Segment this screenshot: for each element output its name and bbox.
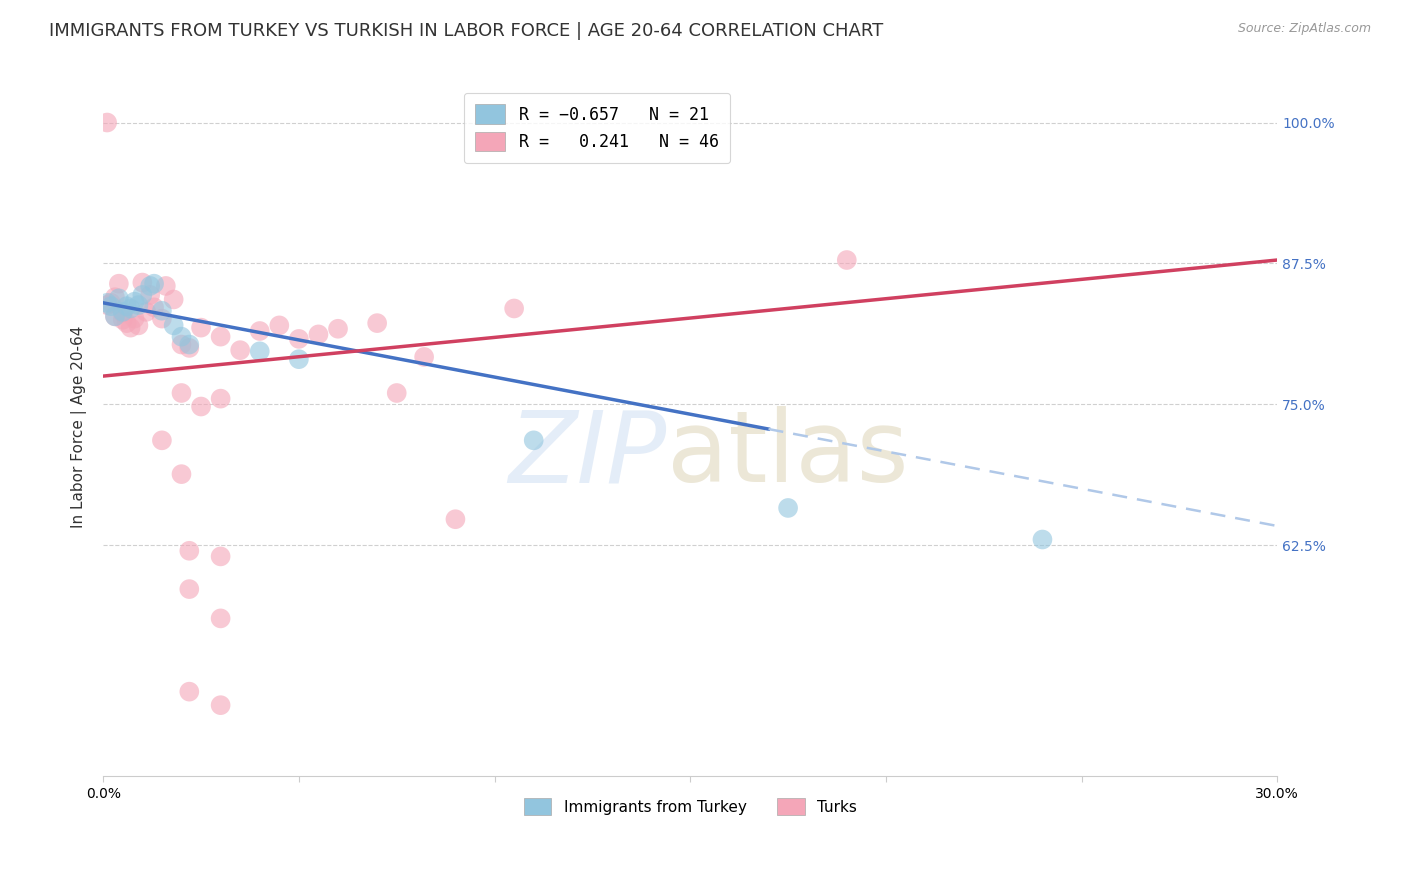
Point: [104, 310, 127, 324]
Point: [96, 115, 118, 129]
Point: [111, 312, 134, 326]
Point: [170, 467, 193, 482]
Point: [96, 296, 118, 310]
Point: [131, 288, 153, 302]
Point: [209, 698, 232, 713]
Point: [523, 434, 546, 448]
Point: [124, 311, 146, 326]
Point: [100, 296, 122, 310]
Text: ZIP: ZIP: [509, 406, 666, 503]
Point: [190, 320, 212, 334]
Point: [326, 322, 349, 336]
Point: [104, 290, 127, 304]
Point: [209, 549, 232, 564]
Point: [115, 316, 138, 330]
Point: [120, 301, 142, 316]
Point: [127, 298, 149, 312]
Point: [179, 582, 201, 596]
Point: [1031, 533, 1053, 547]
Point: [100, 299, 122, 313]
Point: [209, 611, 232, 625]
Point: [307, 327, 329, 342]
Point: [229, 343, 252, 358]
Point: [111, 306, 134, 320]
Point: [179, 341, 201, 355]
Point: [209, 392, 232, 406]
Point: [150, 303, 173, 318]
Point: [288, 352, 311, 367]
Point: [108, 277, 131, 291]
Point: [209, 329, 232, 343]
Point: [115, 299, 138, 313]
Point: [104, 310, 127, 324]
Text: Source: ZipAtlas.com: Source: ZipAtlas.com: [1237, 22, 1371, 36]
Point: [288, 332, 311, 346]
Point: [366, 316, 388, 330]
Point: [143, 277, 166, 291]
Point: [444, 512, 467, 526]
Point: [249, 324, 271, 338]
Point: [179, 543, 201, 558]
Point: [111, 305, 134, 319]
Point: [163, 318, 186, 333]
Point: [108, 291, 131, 305]
Point: [150, 311, 173, 326]
Point: [155, 279, 177, 293]
Point: [139, 288, 162, 302]
Point: [170, 386, 193, 401]
Point: [179, 337, 201, 351]
Point: [150, 434, 173, 448]
Point: [835, 252, 858, 267]
Point: [269, 318, 291, 333]
Point: [385, 386, 408, 401]
Y-axis label: In Labor Force | Age 20-64: In Labor Force | Age 20-64: [72, 326, 87, 528]
Point: [131, 276, 153, 290]
Point: [503, 301, 526, 316]
Point: [96, 298, 118, 312]
Point: [249, 344, 271, 359]
Point: [120, 320, 142, 334]
Point: [170, 329, 193, 343]
Point: [170, 337, 193, 351]
Point: [163, 293, 186, 307]
Point: [190, 400, 212, 414]
Point: [127, 318, 149, 333]
Point: [139, 279, 162, 293]
Text: IMMIGRANTS FROM TURKEY VS TURKISH IN LABOR FORCE | AGE 20-64 CORRELATION CHART: IMMIGRANTS FROM TURKEY VS TURKISH IN LAB…: [49, 22, 883, 40]
Point: [143, 301, 166, 315]
Text: atlas: atlas: [666, 406, 908, 503]
Point: [179, 684, 201, 698]
Point: [413, 350, 436, 364]
Point: [135, 305, 157, 319]
Point: [778, 500, 800, 515]
Legend: Immigrants from Turkey, Turks: Immigrants from Turkey, Turks: [515, 789, 866, 824]
Point: [124, 294, 146, 309]
